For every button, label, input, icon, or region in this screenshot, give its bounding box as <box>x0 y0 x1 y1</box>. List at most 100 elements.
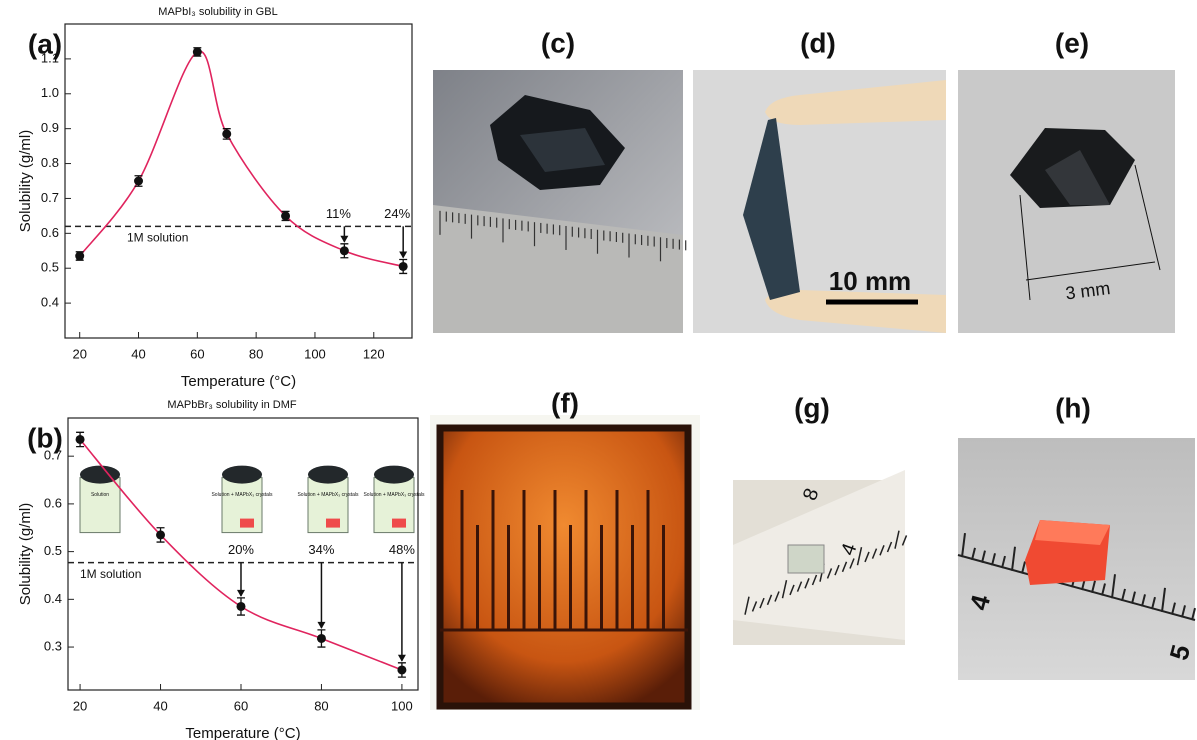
ruler-tick <box>744 596 750 615</box>
photo-g: 8 4 <box>733 470 908 645</box>
photo-d: 10 mm <box>693 70 946 333</box>
panel-label: (g) <box>794 392 830 423</box>
ruler-tick <box>1191 607 1196 621</box>
vial <box>79 477 121 534</box>
arrow-head <box>317 621 326 629</box>
ruler-tick <box>781 580 788 599</box>
x-tick-label: 120 <box>363 346 385 361</box>
dimension-line <box>1025 261 1156 281</box>
vial-label: Solution + MAPbX₃ crystals <box>211 492 273 498</box>
reference-label: 1M solution <box>80 567 141 581</box>
data-point <box>75 251 85 261</box>
y-tick-label: 0.5 <box>44 543 62 558</box>
crystal <box>743 118 800 300</box>
y-tick-label: 0.6 <box>41 225 59 240</box>
ruler-tick <box>1161 587 1166 613</box>
arrow-head <box>236 589 245 597</box>
plot-frame <box>64 23 413 339</box>
ruler-tick <box>826 568 833 579</box>
annotation: 20% <box>228 542 254 557</box>
fingertip <box>765 80 946 125</box>
vial-label: Solution + MAPbX₃ crystals <box>363 492 425 498</box>
annotation: 11% <box>326 206 351 221</box>
vial-label: Solution <box>91 492 109 498</box>
ruler-tick <box>1111 574 1116 599</box>
x-tick-label: 20 <box>72 346 86 361</box>
photo-h: 4 5 <box>957 438 1196 680</box>
ruler-tick <box>879 545 885 556</box>
y-tick-label: 0.8 <box>41 155 59 170</box>
data-point <box>398 261 408 271</box>
x-tick-label: 80 <box>314 698 328 713</box>
ruler-tick <box>1101 583 1106 596</box>
x-tick-label: 100 <box>304 346 326 361</box>
arrow-head <box>399 251 408 259</box>
panel-label: (b) <box>27 422 63 453</box>
vial-cap <box>308 465 348 484</box>
data-point <box>281 211 291 221</box>
vial-cap <box>374 465 414 484</box>
data-point <box>236 601 246 611</box>
plot-frame <box>67 417 419 691</box>
vial-label: Solution + MAPbX₃ crystals <box>297 492 359 498</box>
ruler-tick <box>981 550 986 563</box>
x-axis-label: Temperature (°C) <box>185 725 300 740</box>
ruler-tick <box>901 535 908 546</box>
x-tick-label: 40 <box>131 346 145 361</box>
data-point <box>134 176 144 186</box>
chart-title: MAPbBr₃ solubility in DMF <box>167 399 296 411</box>
arrow-head <box>340 235 349 243</box>
ruler-tick <box>751 601 758 612</box>
y-tick-label: 0.4 <box>41 295 59 310</box>
arrow-head <box>397 654 406 662</box>
ruler-tick <box>1001 555 1006 569</box>
ruler-tick <box>886 541 893 553</box>
photo-c <box>433 70 687 333</box>
y-tick-label: 1.0 <box>41 85 59 100</box>
ruler-tick <box>1121 588 1126 602</box>
vial-crystal <box>240 518 254 528</box>
vial-crystal <box>392 518 406 528</box>
crystal-facet <box>520 128 605 172</box>
ruler-tick <box>774 591 780 602</box>
y-tick-label: 1.1 <box>41 50 59 65</box>
chart-title: MAPbI₃ solubility in GBL <box>158 6 277 18</box>
data-point <box>75 434 85 444</box>
panel-label: (d) <box>800 27 836 58</box>
annotation: 24% <box>384 206 410 221</box>
y-tick-label: 0.7 <box>44 448 62 463</box>
panel-label: (c) <box>541 27 575 58</box>
crystal-facet <box>1045 150 1110 205</box>
x-tick-label: 100 <box>391 698 413 713</box>
scale-text: 10 mm <box>829 266 911 296</box>
x-tick-label: 40 <box>153 698 167 713</box>
annotation: 48% <box>389 542 415 557</box>
crystal <box>787 544 825 574</box>
ruler-tick <box>1171 602 1176 615</box>
vial-cap <box>80 465 120 484</box>
ruler-tick <box>991 553 996 566</box>
y-tick-label: 0.3 <box>44 638 62 653</box>
y-axis-label: Solubility (g/ml) <box>17 503 34 606</box>
ruler-tick <box>1151 596 1156 610</box>
ruler-tick <box>849 558 855 569</box>
reference-label: 1M solution <box>127 231 188 245</box>
ruler-tick <box>766 594 773 606</box>
annotation: 34% <box>308 542 334 557</box>
y-axis-label: Solubility (g/ml) <box>17 130 34 233</box>
ruler-tick <box>1011 546 1016 571</box>
ruler-tick <box>811 574 818 586</box>
ruler-tick <box>1091 580 1096 593</box>
y-tick-label: 0.4 <box>44 591 62 606</box>
ruler-tick <box>971 547 976 561</box>
x-tick-label: 60 <box>190 346 204 361</box>
photo-f <box>430 415 700 710</box>
x-axis-label: Temperature (°C) <box>181 373 296 390</box>
data-point <box>397 665 407 675</box>
vial-cap <box>222 465 262 484</box>
panel-label: (a) <box>28 28 62 59</box>
crystal-top <box>1035 520 1110 545</box>
ruler-tick <box>789 584 795 596</box>
data-point <box>192 47 202 57</box>
